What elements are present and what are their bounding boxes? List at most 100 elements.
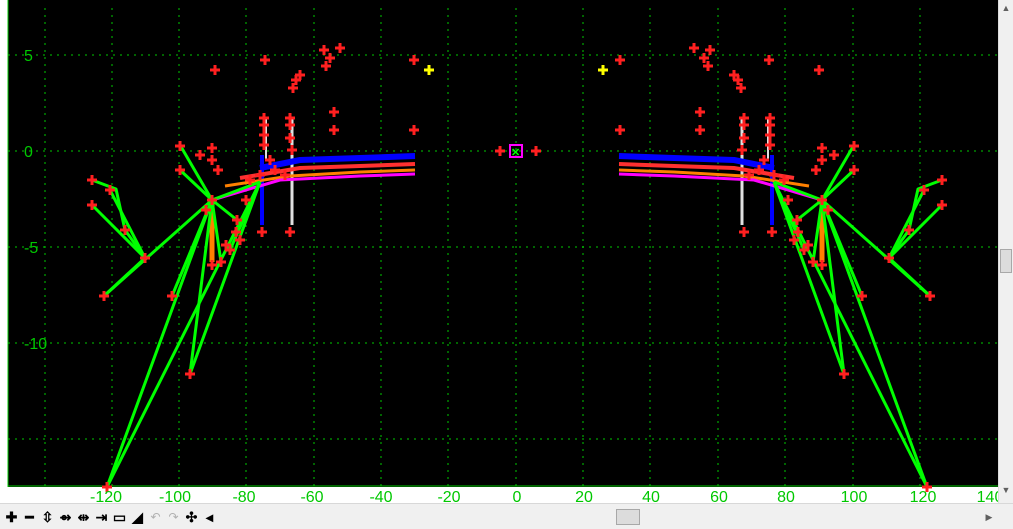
vertical-scroll-thumb[interactable] [1000, 249, 1012, 273]
point-marker[interactable] [823, 205, 833, 215]
point-marker[interactable] [765, 120, 775, 130]
point-marker[interactable] [207, 195, 217, 205]
point-marker[interactable] [259, 140, 269, 150]
horizontal-scrollbar[interactable]: ▶ [278, 508, 998, 526]
point-marker[interactable] [285, 120, 295, 130]
point-marker[interactable] [120, 225, 130, 235]
point-marker[interactable] [884, 253, 894, 263]
point-marker[interactable] [232, 215, 242, 225]
point-marker[interactable] [829, 150, 839, 160]
point-marker[interactable] [207, 143, 217, 153]
centerline-point[interactable] [509, 144, 523, 158]
point-marker[interactable] [105, 185, 115, 195]
point-marker[interactable] [919, 185, 929, 195]
point-marker[interactable] [175, 165, 185, 175]
point-marker[interactable] [744, 170, 754, 180]
window-icon[interactable]: ▭ [112, 509, 127, 525]
vertical-scrollbar[interactable]: ▲ ▼ [998, 0, 1013, 503]
point-marker[interactable] [817, 155, 827, 165]
point-marker[interactable] [87, 200, 97, 210]
point-marker[interactable] [531, 146, 541, 156]
point-marker[interactable] [195, 150, 205, 160]
point-marker[interactable] [241, 195, 251, 205]
point-marker[interactable] [285, 133, 295, 143]
point-marker[interactable] [695, 107, 705, 117]
terrain-icon[interactable]: ◢ [132, 509, 143, 525]
point-marker[interactable] [99, 291, 109, 301]
point-marker[interactable] [280, 170, 290, 180]
point-marker[interactable] [321, 61, 331, 71]
point-marker[interactable] [87, 175, 97, 185]
point-marker[interactable] [335, 43, 345, 53]
cross-section-view[interactable]: 5 0 -5 -10 -120 -100 -80 -60 -40 -20 0 20 40 60 80 100… [0, 0, 998, 503]
point-marker[interactable] [739, 133, 749, 143]
point-marker[interactable] [789, 235, 799, 245]
point-marker[interactable] [201, 205, 211, 215]
point-marker[interactable] [793, 227, 803, 237]
cross-section-plot[interactable]: 5 0 -5 -10 -120 -100 -80 -60 -40 -20 0 20 40 60 80 100… [0, 0, 998, 503]
zoom-window-icon[interactable]: ⇴ [59, 509, 72, 525]
point-marker[interactable] [259, 130, 269, 140]
point-marker[interactable] [329, 107, 339, 117]
scroll-right-icon[interactable]: ▶ [985, 512, 993, 522]
pan-horizontal-icon[interactable]: ⇹ [77, 509, 90, 525]
point-marker[interactable] [754, 165, 764, 175]
point-marker[interactable] [699, 53, 709, 63]
horizontal-scroll-thumb[interactable] [616, 509, 640, 525]
point-marker[interactable] [922, 482, 932, 492]
point-marker[interactable] [737, 145, 747, 155]
point-marker[interactable] [615, 125, 625, 135]
scroll-down-icon[interactable]: ▼ [1001, 485, 1011, 495]
point-marker[interactable] [849, 165, 859, 175]
point-marker[interactable] [221, 240, 231, 250]
point-marker[interactable] [759, 155, 769, 165]
point-marker[interactable] [175, 141, 185, 151]
point-marker[interactable] [216, 257, 226, 267]
point-marker[interactable] [703, 61, 713, 71]
point-marker[interactable] [739, 120, 749, 130]
point-marker[interactable] [495, 146, 505, 156]
point-marker[interactable] [765, 130, 775, 140]
point-marker[interactable] [265, 155, 275, 165]
point-marker[interactable] [849, 141, 859, 151]
point-marker[interactable] [325, 53, 335, 63]
point-marker[interactable] [733, 75, 743, 85]
point-marker[interactable] [231, 227, 241, 237]
zoom-extents-icon[interactable]: ⇳ [41, 509, 54, 525]
point-marker[interactable] [213, 165, 223, 175]
point-marker[interactable] [814, 65, 824, 75]
point-marker[interactable] [739, 227, 749, 237]
point-marker[interactable] [615, 55, 625, 65]
undo-icon[interactable]: ↶ [150, 510, 161, 524]
point-marker[interactable] [185, 369, 195, 379]
point-marker[interactable] [765, 140, 775, 150]
point-marker[interactable] [817, 195, 827, 205]
point-marker[interactable] [857, 291, 867, 301]
point-marker[interactable] [270, 165, 280, 175]
redo-icon[interactable]: ↷ [168, 510, 179, 524]
point-marker[interactable] [925, 291, 935, 301]
point-marker[interactable] [764, 55, 774, 65]
point-marker[interactable] [839, 369, 849, 379]
point-marker[interactable] [255, 170, 265, 180]
zoom-in-icon[interactable]: ✚ [5, 509, 18, 525]
point-marker[interactable] [207, 155, 217, 165]
point-marker[interactable] [259, 120, 269, 130]
point-marker[interactable] [207, 260, 217, 270]
point-marker-yellow[interactable] [424, 65, 434, 75]
point-marker[interactable] [779, 175, 789, 185]
point-marker[interactable] [817, 260, 827, 270]
zoom-out-icon[interactable]: ━ [25, 509, 34, 525]
scroll-left-icon[interactable]: ◂ [205, 509, 214, 525]
point-marker[interactable] [904, 225, 914, 235]
point-marker[interactable] [811, 165, 821, 175]
point-marker[interactable] [260, 55, 270, 65]
center-icon[interactable]: ✣ [185, 509, 198, 525]
point-marker[interactable] [285, 227, 295, 237]
point-marker[interactable] [808, 257, 818, 267]
point-marker[interactable] [409, 125, 419, 135]
point-marker[interactable] [817, 143, 827, 153]
fit-height-icon[interactable]: ⇥ [95, 509, 108, 525]
point-marker-yellow[interactable] [598, 65, 608, 75]
point-marker[interactable] [783, 195, 793, 205]
